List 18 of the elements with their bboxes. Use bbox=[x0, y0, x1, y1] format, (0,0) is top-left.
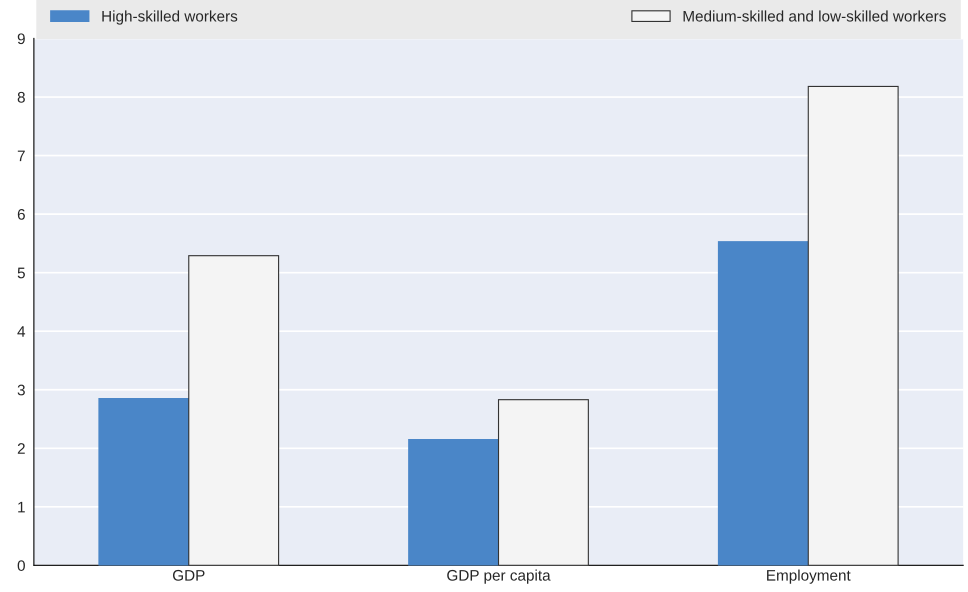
x-tick-label: GDP per capita bbox=[447, 570, 551, 584]
bar bbox=[408, 438, 500, 566]
x-tick-label: GDP bbox=[172, 570, 205, 581]
x-tick-label: Employment bbox=[767, 570, 851, 584]
legend-label: High-skilled workers bbox=[102, 10, 238, 25]
y-tick-label: 3 bbox=[18, 384, 25, 396]
legend-label: Medium-skilled and low-skilled workers bbox=[684, 10, 946, 22]
bar bbox=[718, 241, 809, 566]
y-tick-label: 7 bbox=[18, 150, 25, 162]
y-tick-label: 4 bbox=[17, 326, 26, 337]
y-tick-label: 8 bbox=[18, 92, 25, 103]
y-tick-label: 5 bbox=[18, 268, 25, 278]
y-tick-label: 1 bbox=[18, 502, 25, 512]
y-tick-label: 0 bbox=[18, 560, 25, 572]
bar bbox=[98, 398, 190, 566]
y-tick-label: 9 bbox=[18, 33, 25, 44]
y-tick-label: 6 bbox=[18, 208, 25, 220]
y-tick-label: 2 bbox=[18, 443, 25, 454]
